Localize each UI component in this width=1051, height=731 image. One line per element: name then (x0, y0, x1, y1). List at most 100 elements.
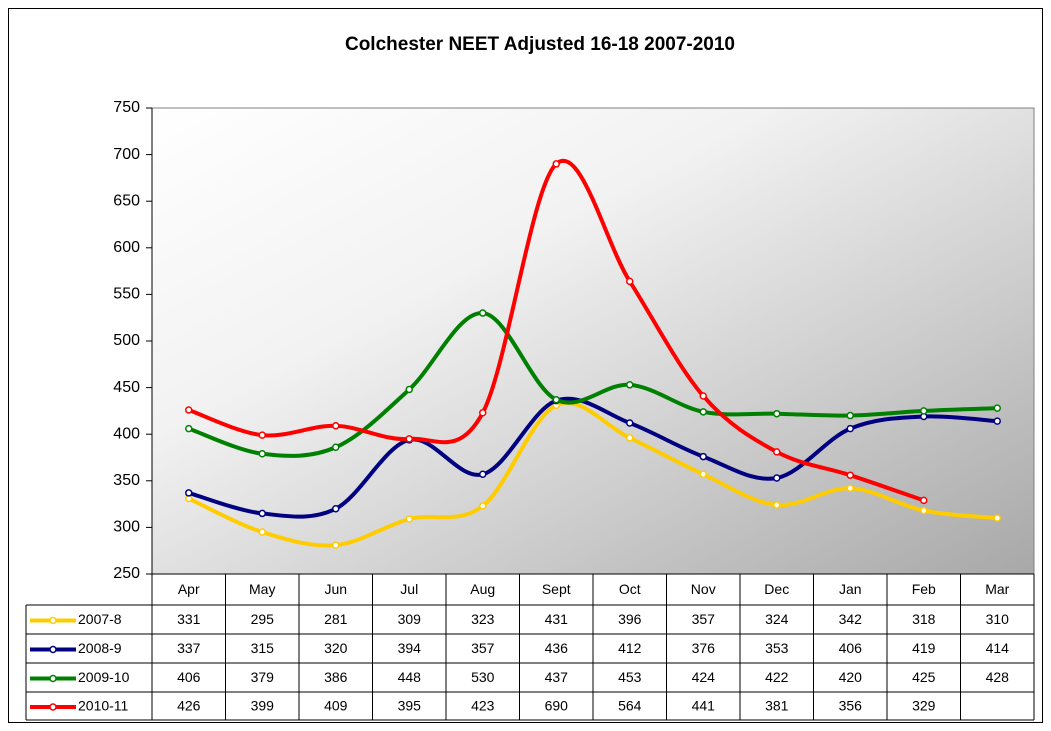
data-point (479, 309, 487, 317)
table-cell: 690 (545, 698, 569, 714)
x-tick-label: Dec (764, 581, 789, 597)
data-point (479, 470, 487, 479)
table-cell: 406 (177, 669, 201, 685)
x-tick-label: Nov (691, 581, 716, 597)
legend-key-marker (49, 645, 57, 654)
table-cell: 530 (471, 669, 495, 685)
x-tick-label: Sept (542, 581, 571, 597)
table-cell: 295 (251, 611, 275, 627)
y-tick-label: 650 (113, 192, 140, 209)
table-cell: 423 (471, 698, 495, 714)
x-tick-label: Jan (839, 581, 862, 597)
table-cell: 437 (545, 669, 569, 685)
table-cell: 448 (398, 669, 422, 685)
legend-label: 2010-11 (78, 698, 129, 714)
data-point (846, 424, 854, 433)
table-cell: 406 (839, 640, 863, 656)
x-tick-label: Feb (912, 581, 936, 597)
table-cell: 357 (471, 640, 495, 656)
data-point (405, 435, 413, 443)
data-point (920, 407, 928, 415)
table-cell: 420 (839, 669, 863, 685)
table-cell: 428 (986, 669, 1010, 685)
table-cell: 424 (692, 669, 716, 685)
table-cell: 412 (618, 640, 642, 656)
table-cell: 414 (986, 640, 1010, 656)
data-point (626, 277, 634, 286)
table-cell: 356 (839, 698, 863, 714)
y-tick-label: 350 (113, 472, 140, 489)
data-point (773, 448, 781, 456)
table-cell: 394 (398, 640, 422, 656)
data-point (626, 381, 634, 389)
data-point (699, 408, 707, 416)
data-point (185, 489, 193, 497)
y-tick-label: 450 (113, 379, 140, 396)
table-cell: 342 (839, 611, 863, 627)
x-tick-label: Apr (178, 581, 200, 597)
table-cell: 441 (692, 698, 716, 714)
table-cell: 395 (398, 698, 422, 714)
table-cell: 422 (765, 669, 789, 685)
y-tick-label: 750 (113, 99, 140, 116)
table-cell: 281 (324, 611, 348, 627)
data-point (258, 509, 266, 518)
table-cell: 399 (251, 698, 275, 714)
data-point (699, 470, 707, 479)
table-cell: 320 (324, 640, 348, 656)
data-point (920, 506, 928, 515)
table-cell: 309 (398, 611, 422, 627)
data-point (626, 434, 634, 442)
legend-label: 2008-9 (78, 640, 122, 656)
y-tick-label: 550 (113, 286, 140, 303)
table-cell: 381 (765, 698, 789, 714)
data-point (846, 484, 854, 493)
table-cell: 323 (471, 611, 495, 627)
legend-key-marker (49, 703, 57, 711)
data-point (846, 471, 854, 479)
data-point (332, 541, 340, 549)
legend-key-marker (49, 616, 57, 625)
table-cell: 315 (251, 640, 275, 656)
y-tick-label: 700 (113, 146, 140, 163)
data-point (773, 501, 781, 509)
x-tick-label: Aug (470, 581, 495, 597)
table-cell: 431 (545, 611, 569, 627)
data-point (699, 392, 707, 400)
data-point (185, 406, 193, 414)
legend-label: 2007-8 (78, 611, 122, 627)
data-point (332, 422, 340, 430)
chart-title: Colchester NEET Adjusted 16-18 2007-2010 (345, 34, 735, 55)
data-point (846, 411, 854, 420)
x-tick-label: Jun (324, 581, 347, 597)
table-cell: 331 (177, 611, 201, 627)
x-tick-label: May (249, 581, 275, 597)
y-tick-label: 300 (113, 519, 140, 536)
data-point (332, 443, 340, 451)
table-cell: 379 (251, 669, 275, 685)
table-cell: 357 (692, 611, 716, 627)
data-point (185, 424, 193, 433)
table-cell: 453 (618, 669, 642, 685)
data-point (479, 502, 487, 510)
y-tick-label: 600 (113, 239, 140, 256)
table-cell: 337 (177, 640, 201, 656)
data-point (552, 395, 560, 404)
data-point (699, 452, 707, 461)
table-cell: 376 (692, 640, 716, 656)
data-point (405, 515, 413, 523)
table-cell: 425 (912, 669, 936, 685)
table-cell: 353 (765, 640, 789, 656)
table-cell: 564 (618, 698, 642, 714)
data-point (993, 417, 1001, 425)
table-cell: 318 (912, 611, 936, 627)
data-point (626, 419, 634, 427)
y-tick-label: 250 (113, 565, 140, 582)
data-point (479, 409, 487, 417)
x-tick-label: Mar (985, 581, 1009, 597)
data-point (920, 496, 928, 505)
data-point (258, 431, 266, 439)
x-tick-label: Oct (619, 581, 641, 597)
table-cell: 436 (545, 640, 569, 656)
